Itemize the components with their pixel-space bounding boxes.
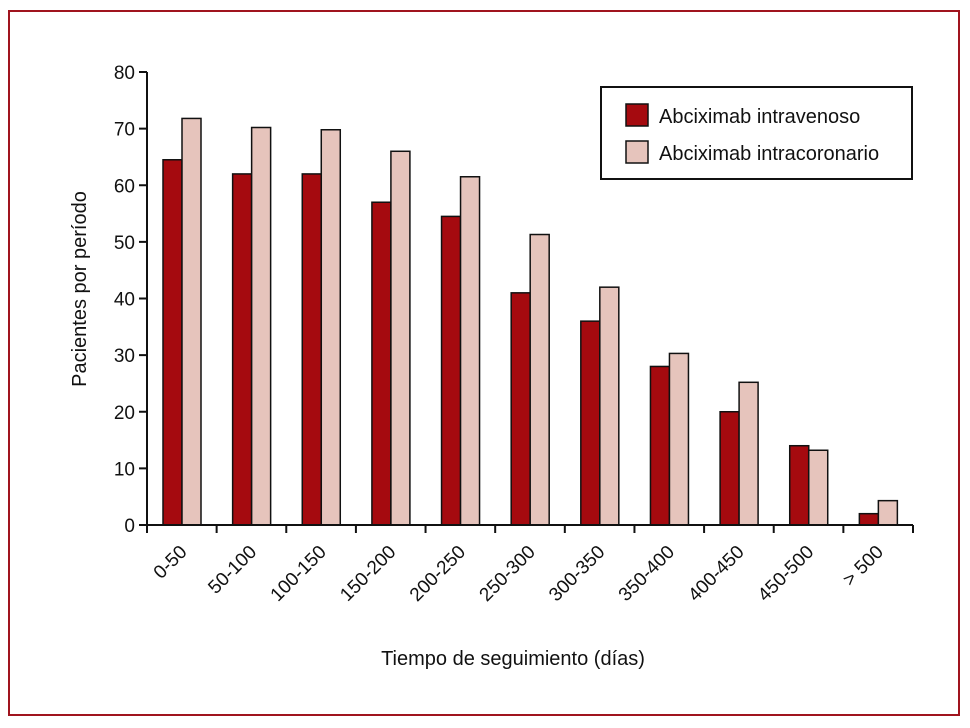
bar-intracoronario-5 — [529, 233, 550, 526]
bar-intracoronario-2 — [320, 129, 342, 526]
y-tick-label: 60 — [114, 176, 135, 197]
x-tick-label: 450-500 — [754, 542, 818, 606]
bar-intravenoso-6 — [580, 320, 601, 526]
y-axis-title: Pacientes por período — [69, 191, 91, 387]
x-tick-label: 150-200 — [336, 542, 400, 606]
bar-intravenoso-4 — [440, 215, 462, 526]
bar-intravenoso-8 — [719, 411, 740, 526]
legend-label-intracoronario: Abciximab intracoronario — [659, 143, 879, 165]
bar-intracoronario-10 — [877, 499, 899, 526]
bars-layer — [162, 117, 899, 526]
y-tick-label: 40 — [114, 290, 135, 311]
x-tick-label: > 500 — [839, 542, 888, 591]
bar-intracoronario-1 — [250, 126, 272, 526]
bar-intravenoso-0 — [162, 159, 183, 526]
bar-intravenoso-1 — [231, 173, 253, 526]
legend: Abciximab intravenoso Abciximab intracor… — [600, 86, 913, 180]
legend-swatch-intracoronario — [625, 140, 649, 164]
y-tick-label: 80 — [114, 63, 135, 84]
x-tick-label: 0-50 — [150, 542, 192, 584]
y-tick-label: 20 — [114, 403, 135, 424]
bar-intracoronario-0 — [181, 117, 202, 526]
bar-intracoronario-8 — [738, 381, 759, 526]
x-tick-label: 200-250 — [406, 542, 470, 606]
x-tick-label: 50-100 — [204, 542, 261, 599]
x-axis-title: Tiempo de seguimiento (días) — [381, 648, 645, 670]
bar-intravenoso-9 — [788, 444, 810, 526]
y-tick-label: 30 — [114, 346, 135, 367]
bar-intravenoso-3 — [371, 201, 392, 526]
legend-label-intravenoso: Abciximab intravenoso — [659, 106, 860, 128]
bar-intravenoso-2 — [301, 173, 323, 526]
bar-intracoronario-4 — [459, 176, 481, 526]
y-tick-label: 0 — [124, 516, 135, 537]
x-tick-label: 300-350 — [545, 542, 609, 606]
x-tick-label: 350-400 — [615, 542, 679, 606]
y-tick-label: 50 — [114, 233, 135, 254]
bar-intravenoso-5 — [510, 292, 531, 526]
bar-intracoronario-9 — [807, 449, 829, 526]
bar-intracoronario-7 — [668, 352, 690, 526]
bar-intravenoso-10 — [858, 512, 880, 526]
legend-box — [600, 86, 913, 180]
x-tick-label: 250-300 — [476, 542, 540, 606]
y-tick-label: 10 — [114, 459, 135, 480]
bar-intracoronario-6 — [599, 286, 620, 526]
x-tick-label: 400-450 — [684, 542, 748, 606]
legend-swatch-intravenoso — [625, 103, 649, 127]
bar-intracoronario-3 — [390, 150, 411, 526]
bar-intravenoso-7 — [649, 365, 671, 526]
x-tick-label: 100-150 — [267, 542, 331, 606]
y-tick-label: 70 — [114, 120, 135, 141]
